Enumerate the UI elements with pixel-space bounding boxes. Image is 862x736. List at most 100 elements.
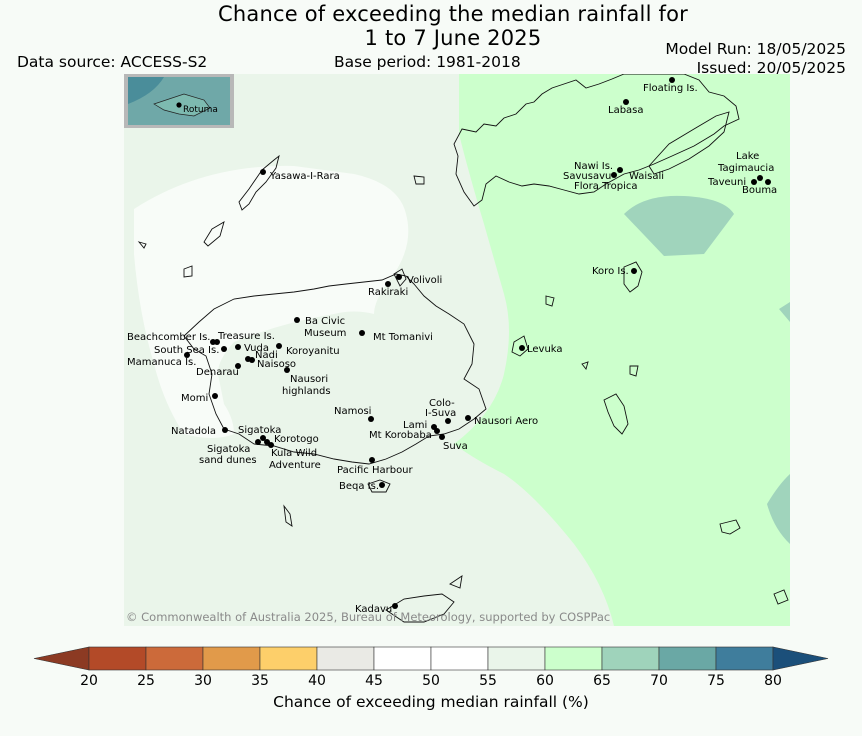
label-flora-tropica: Flora Tropica [574, 181, 637, 192]
label-levuka: Levuka [527, 344, 563, 355]
taveuni-coast [648, 111, 730, 175]
label-sand-dunes: sand dunes [199, 455, 257, 466]
colorbar-tick-label: 60 [536, 673, 554, 689]
yasawa-coast [238, 154, 280, 211]
islet-coast [603, 393, 629, 435]
label-nausori: Nausori [290, 374, 328, 385]
label-colo: Colo- [429, 398, 455, 409]
marker-kula [268, 442, 274, 448]
label-namosi: Namosi [334, 406, 371, 417]
run-info: Model Run: 18/05/2025 Issued: 20/05/2025 [665, 40, 846, 78]
inset-label: Rotuma [183, 105, 218, 115]
place-markers [184, 77, 771, 609]
label-lami: Lami [403, 420, 427, 431]
marker-levuka [519, 345, 525, 351]
marker-colo-i-suva [445, 418, 451, 424]
map-panel: Rotuma [124, 74, 790, 626]
marker-naisoso [249, 357, 255, 363]
label-waisali: Waisali [629, 171, 664, 182]
title-line-1: Chance of exceeding the median rainfall … [218, 2, 688, 26]
label-rakiraki: Rakiraki [368, 287, 408, 298]
colorbar-tick-label: 30 [194, 673, 212, 689]
label-yasawa: Yasawa-I-Rara [269, 171, 340, 182]
label-mamanuca: Mamanuca Is. [127, 357, 196, 368]
colorbar-bin [487, 646, 546, 671]
marker-vuda [235, 344, 241, 350]
model-run: Model Run: 18/05/2025 [665, 40, 846, 58]
marker-koroyanitu [276, 343, 282, 349]
marker-sigatoka [260, 435, 266, 441]
label-sigatoka: Sigatoka [238, 425, 281, 436]
label-tagimaucia: Tagimaucia [717, 163, 774, 174]
marker-beqa [379, 482, 385, 488]
colorbar-bin [202, 646, 261, 671]
marker-suva [439, 434, 445, 440]
marker-south-sea [221, 346, 227, 352]
colorbar-tick-label: 40 [308, 673, 326, 689]
colorbar-bin [658, 646, 717, 671]
label-lake: Lake [736, 151, 759, 162]
islet-coast [183, 265, 193, 278]
marker-natadola [222, 427, 228, 433]
probability-region-65-70-southeast [767, 474, 790, 544]
label-korotogo: Korotogo [274, 434, 319, 445]
marker-mamanuca [184, 352, 190, 358]
colorbar-bin [544, 646, 603, 671]
issued-date: Issued: 20/05/2025 [696, 59, 846, 77]
marker-koro [631, 268, 637, 274]
yasawa-south-coast [203, 221, 225, 247]
label-highlands: highlands [282, 386, 331, 397]
label-bouma: Bouma [742, 185, 777, 196]
label-koro: Koro Is. [592, 266, 629, 277]
label-kadavu: Kadavu [355, 604, 392, 615]
koro-coast [623, 261, 643, 293]
kadavu-coast [385, 593, 455, 623]
marker-labasa [623, 99, 629, 105]
label-savusavu: Savusavu [563, 171, 611, 182]
colorbar-bin [316, 646, 375, 671]
islet-coast [545, 295, 555, 307]
colorbar-label: Chance of exceeding median rainfall (%) [273, 693, 589, 711]
rotuma-coast [153, 93, 211, 117]
marker-volivoli [396, 274, 402, 280]
label-museum: Museum [304, 328, 346, 339]
colorbar-tick-label: 50 [422, 673, 440, 689]
marker-tomanivi [359, 330, 365, 336]
marker-floating-is [669, 77, 675, 83]
label-beachcomber: Beachcomber Is. [127, 332, 210, 343]
label-naisoso: Naisoso [257, 359, 296, 370]
label-ba-civic: Ba Civic [305, 316, 345, 327]
colorbar-tick-label: 45 [365, 673, 383, 689]
marker-rakiraki [385, 281, 391, 287]
label-natadola: Natadola [171, 426, 216, 437]
marker-denarau [235, 363, 241, 369]
label-nausori-aero: Nausori Aero [474, 416, 538, 427]
marker-nawi [617, 167, 623, 173]
label-koroyanitu: Koroyanitu [286, 346, 340, 357]
inset-shade [128, 77, 164, 104]
inset-rotuma: Rotuma [124, 74, 234, 128]
label-kula-wild: Kula Wild [271, 448, 317, 459]
marker-tagimaucia [757, 175, 763, 181]
probability-region-65-70-east [779, 302, 790, 322]
marker-korobaba [434, 428, 440, 434]
islet-coast [137, 241, 147, 249]
probability-region-50-55 [134, 165, 409, 438]
label-vuda: Vuda [244, 343, 269, 354]
label-volivoli: Volivoli [407, 275, 442, 286]
probability-region-65-70-north [624, 195, 734, 256]
colorbar-bin [601, 646, 660, 671]
colorbar-bin [88, 646, 147, 671]
marker-savusavu [611, 172, 617, 178]
place-labels: Floating Is. Labasa Yasawa-I-Rara Nawi I… [127, 83, 777, 615]
label-suva: Suva [443, 441, 468, 452]
colorbar-tick-label: 35 [251, 673, 269, 689]
map-title: Chance of exceeding the median rainfall … [0, 2, 862, 50]
colorbar-bin [145, 646, 204, 671]
colorbar-tick-label: 65 [593, 673, 611, 689]
islet-coast [581, 361, 589, 370]
label-i-suva: I-Suva [425, 408, 456, 419]
islet-coast [449, 575, 463, 589]
marker-nausori-highlands [284, 367, 290, 373]
colorbar-bin [373, 646, 432, 671]
